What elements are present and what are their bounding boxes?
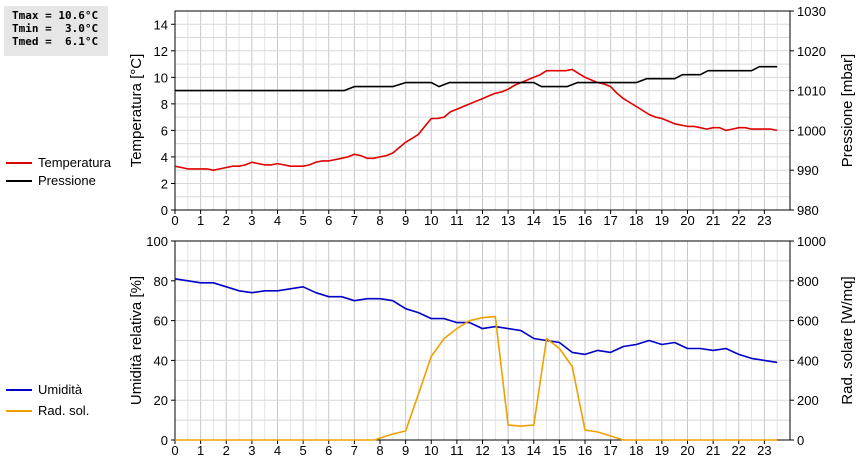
x-tick-label-top: 13 [501, 213, 515, 228]
x-tick-label-top: 16 [578, 213, 592, 228]
x-tick-label-top: 21 [706, 213, 720, 228]
legend-label-temperatura: Temperatura [38, 155, 111, 170]
legend-label-rad-sol: Rad. sol. [38, 403, 90, 418]
tmed-label: Tmed = 6.1°C [12, 35, 99, 48]
x-tick-label-bottom: 12 [475, 443, 489, 458]
x-tick-label-top: 1 [197, 213, 204, 228]
y-right-tick-label-bottom: 200 [797, 393, 819, 408]
x-tick-label-top: 17 [603, 213, 617, 228]
x-tick-label-top: 20 [680, 213, 694, 228]
series-line-temperatura [174, 68, 778, 171]
y-left-tick-label-top: 14 [154, 17, 168, 32]
x-tick-label-top: 14 [527, 213, 541, 228]
x-tick-label-top: 19 [655, 213, 669, 228]
legend-swatch-temperatura [6, 161, 32, 164]
x-tick-label-top: 8 [376, 213, 383, 228]
y-left-tick-label-bottom: 60 [154, 314, 168, 329]
x-tick-label-bottom: 17 [603, 443, 617, 458]
x-tick-label-bottom: 20 [680, 443, 694, 458]
x-tick-label-top: 12 [475, 213, 489, 228]
y-left-tick-label-bottom: 40 [154, 353, 168, 368]
x-tick-label-top: 9 [402, 213, 409, 228]
legend-swatch-rad-sol [6, 409, 32, 412]
legend-swatch-umidita [6, 388, 32, 391]
x-tick-label-bottom: 3 [248, 443, 255, 458]
y-left-tick-label-top: 4 [161, 150, 168, 165]
x-tick-label-top: 3 [248, 213, 255, 228]
x-tick-label-top: 2 [223, 213, 230, 228]
x-tick-label-top: 18 [629, 213, 643, 228]
x-tick-label-bottom: 11 [450, 443, 464, 458]
y-left-tick-label-bottom: 80 [154, 274, 168, 289]
series-line-pressione [175, 65, 778, 92]
y-right-tick-label-top: 1020 [797, 44, 826, 59]
y-left-tick-label-top: 8 [161, 97, 168, 112]
stats-box: Tmax = 10.6°C Tmin = 3.0°C Tmed = 6.1°C [4, 6, 108, 56]
y-right-tick-label-bottom: 600 [797, 314, 819, 329]
y-left-tick-label-top: 12 [154, 44, 168, 59]
y-right-tick-label-top: 980 [797, 203, 819, 218]
y-left-tick-label-top: 0 [161, 203, 168, 218]
x-tick-label-bottom: 1 [197, 443, 204, 458]
x-tick-label-top: 11 [450, 213, 464, 228]
x-tick-label-bottom: 5 [300, 443, 307, 458]
x-tick-label-bottom: 9 [402, 443, 409, 458]
series-line-umidit [174, 278, 778, 364]
y-left-tick-label-bottom: 0 [161, 433, 168, 448]
x-tick-label-top: 4 [274, 213, 281, 228]
y-right-tick-label-top: 1000 [797, 123, 826, 138]
x-tick-label-bottom: 0 [171, 443, 178, 458]
x-tick-label-bottom: 18 [629, 443, 643, 458]
legend-pressione: Pressione [6, 173, 96, 188]
x-tick-label-top: 7 [351, 213, 358, 228]
x-tick-label-bottom: 2 [223, 443, 230, 458]
y-right-axis-title-top: Pressione [mbar] [839, 54, 856, 167]
legend-rad-sol: Rad. sol. [6, 403, 89, 418]
x-tick-label-top: 23 [757, 213, 771, 228]
legend-label-pressione: Pressione [38, 173, 96, 188]
x-tick-label-bottom: 8 [376, 443, 383, 458]
x-tick-label-bottom: 14 [527, 443, 541, 458]
y-left-tick-label-bottom: 100 [146, 234, 168, 249]
y-right-tick-label-top: 1030 [797, 4, 826, 19]
y-right-tick-label-bottom: 800 [797, 274, 819, 289]
x-tick-label-bottom: 22 [732, 443, 746, 458]
x-tick-label-bottom: 23 [757, 443, 771, 458]
x-tick-label-bottom: 15 [552, 443, 566, 458]
y-left-axis-title-bottom: Umidità relativa [%] [128, 276, 145, 405]
x-tick-label-bottom: 13 [501, 443, 515, 458]
x-tick-label-bottom: 19 [655, 443, 669, 458]
y-right-tick-label-top: 990 [797, 163, 819, 178]
x-tick-label-bottom: 7 [351, 443, 358, 458]
y-right-axis-title-bottom: Rad. solare [W/mq] [839, 276, 856, 404]
y-left-axis-title-top: Temperatura [°C] [128, 54, 145, 168]
y-left-tick-label-bottom: 20 [154, 393, 168, 408]
tmin-label: Tmin = 3.0°C [12, 22, 99, 35]
y-right-tick-label-bottom: 400 [797, 353, 819, 368]
x-tick-label-bottom: 10 [424, 443, 438, 458]
series-line-rad-sol [175, 315, 778, 441]
x-tick-label-bottom: 21 [706, 443, 720, 458]
legend-label-umidita: Umidità [38, 382, 83, 397]
x-tick-label-bottom: 16 [578, 443, 592, 458]
y-left-tick-label-top: 6 [161, 123, 168, 138]
legend-umidita: Umidità [6, 382, 82, 397]
x-tick-label-top: 15 [552, 213, 566, 228]
legend-swatch-pressione [6, 179, 32, 182]
y-right-tick-label-bottom: 0 [797, 433, 804, 448]
tmax-label: Tmax = 10.6°C [12, 9, 99, 22]
legend-temperatura: Temperatura [6, 155, 111, 170]
y-left-tick-label-top: 2 [161, 176, 168, 191]
y-right-tick-label-bottom: 1000 [797, 234, 826, 249]
x-tick-label-top: 5 [300, 213, 307, 228]
y-right-tick-label-top: 1010 [797, 84, 826, 99]
x-tick-label-bottom: 6 [325, 443, 332, 458]
y-left-tick-label-top: 10 [154, 70, 168, 85]
x-tick-label-top: 22 [732, 213, 746, 228]
x-tick-label-top: 10 [424, 213, 438, 228]
x-tick-label-bottom: 4 [274, 443, 281, 458]
x-tick-label-top: 0 [171, 213, 178, 228]
x-tick-label-top: 6 [325, 213, 332, 228]
